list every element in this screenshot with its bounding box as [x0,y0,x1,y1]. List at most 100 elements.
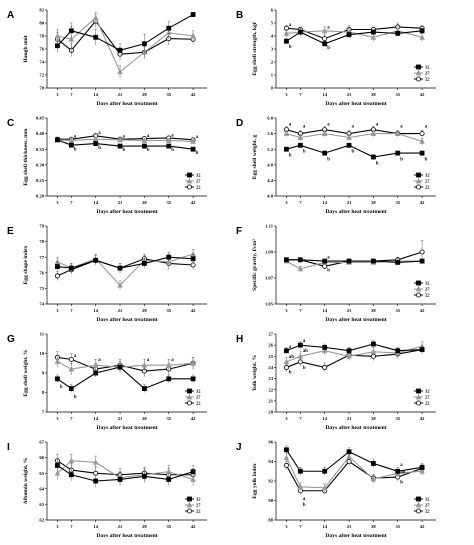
series-32 [284,340,425,355]
data-point-27 [117,68,123,75]
data-point-27 [283,358,290,365]
x-tick-label: 28 [371,416,376,421]
series-line-27 [57,138,194,142]
significance-label: a [327,122,330,127]
x-tick-label: 42 [191,524,196,529]
data-point-32 [68,386,74,391]
data-point-32 [346,32,352,38]
y-tick-label: 96 [268,440,273,445]
data-point-32 [55,376,60,382]
data-point-32 [93,478,99,484]
legend-label-27: 27 [425,287,430,292]
panel-letter: G [7,334,15,345]
data-point-32 [346,258,352,264]
legend-marker-32 [416,280,421,286]
x-tick-label: 21 [347,200,352,205]
y-tick-label: 4 [271,34,274,39]
data-point-27 [370,130,377,136]
y-tick-label: 90 [268,498,273,503]
series-27 [54,12,196,79]
data-point-32 [419,347,425,352]
legend-label-32: 32 [425,281,430,286]
y-tick-label: 66 [39,455,44,460]
data-point-27 [92,362,99,368]
data-point-32 [419,464,425,470]
x-axis-label: Days after heat treatment [96,425,157,431]
data-point-27 [394,130,401,136]
legend-marker-22 [186,508,192,514]
legend-label-27: 27 [196,395,201,400]
data-point-32 [55,462,60,468]
y-tick-label: 5.6 [267,131,273,136]
legend-label-32: 32 [425,65,430,70]
series-32 [284,142,425,160]
data-point-32 [322,150,328,156]
significance-label: a [303,497,306,502]
x-tick-label: 28 [371,200,376,205]
significance-label: a [74,354,77,359]
data-point-27 [370,34,377,40]
x-tick-label: 3 [56,308,59,313]
significance-label: a [196,135,199,140]
legend-marker-22 [415,508,421,514]
data-point-27 [165,362,172,368]
y-tick-label: 1.11 [265,224,273,229]
x-tick-label: 21 [118,416,123,421]
legend-label-32: 32 [196,389,201,394]
x-tick-label: 21 [118,92,123,97]
x-tick-label: 42 [420,308,425,313]
y-tick-label: 6 [271,8,274,13]
data-point-32 [297,342,303,348]
x-tick-label: 35 [166,308,171,313]
x-tick-label: 28 [371,92,376,97]
significance-label: a [303,124,306,129]
data-point-27 [190,138,196,144]
data-point-27 [117,136,123,143]
data-point-32 [55,264,60,269]
series-32 [55,458,196,488]
significance-label: a [425,124,428,129]
data-point-32 [117,477,123,482]
data-point-27 [190,476,196,482]
data-point-32 [395,30,401,36]
data-point-32 [419,28,425,34]
data-point-32 [117,265,123,271]
panel-letter: J [236,442,242,453]
data-point-27 [283,454,290,461]
y-axis-label: Albumin weight, % [23,457,29,504]
x-tick-label: 7 [299,92,302,97]
y-tick-label: 0.35 [36,147,45,152]
significance-label: a [147,134,150,139]
data-point-27 [141,137,148,143]
legend-label-27: 27 [425,179,430,184]
data-point-27 [297,134,304,140]
legend-marker-27 [415,177,422,184]
data-point-22 [322,364,328,370]
x-tick-label: 7 [299,308,302,313]
data-point-32 [190,256,196,262]
x-tick-label: 7 [70,524,73,529]
data-point-32 [166,376,172,382]
chart-panel-c: C 0.20 0.25 0.30 0.35 0.40 0.45 3 7 14 21 28 35 42 Day… [7,116,207,215]
y-tick-label: 72 [39,73,44,78]
x-tick-label: 42 [420,92,425,97]
y-tick-label: 64 [39,486,44,491]
series-32 [55,137,196,152]
data-point-32 [190,12,196,17]
panel-letter: F [236,226,242,237]
x-axis-label: Days after heat treatment [96,101,157,107]
y-tick-label: 0.25 [36,178,45,183]
significance-label: a [352,124,355,129]
x-tick-label: 21 [347,524,352,529]
y-axis-label: Egg shell weight, g [252,135,258,180]
y-tick-label: 26 [268,343,273,348]
significance-label: ab [400,471,405,476]
y-tick-label: 77 [39,255,44,260]
legend-label-32: 32 [425,497,430,502]
x-axis-label: Days after heat treatment [96,533,157,539]
y-tick-label: 4.8 [267,162,273,167]
x-tick-label: 7 [70,308,73,313]
x-tick-label: 28 [142,92,147,97]
x-tick-label: 7 [299,200,302,205]
